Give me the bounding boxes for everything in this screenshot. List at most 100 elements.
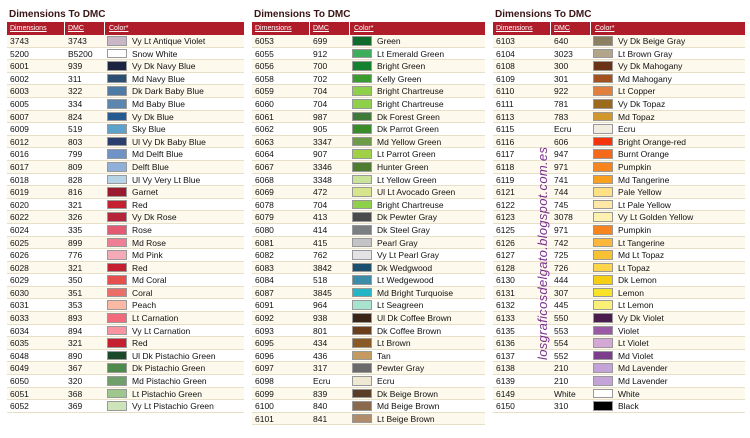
- table-row: 6084 518 Lt Wedgewood: [252, 274, 485, 287]
- color-swatch: [107, 300, 127, 311]
- color-swatch: [107, 187, 127, 197]
- table-row: 6026 776 Md Pink: [7, 249, 244, 262]
- color-name: Lt Carnation: [132, 313, 179, 324]
- dimensions-code: 6121: [496, 187, 515, 198]
- color-name: Vy Dk Topaz: [618, 98, 666, 109]
- dmc-code: 783: [554, 111, 569, 122]
- table-row: 6062 905 Dk Parrot Green: [252, 123, 485, 136]
- table-row: 6060 704 Bright Chartreuse: [252, 97, 485, 111]
- table-row: 6111 781 Vy Dk Topaz: [493, 97, 745, 111]
- color-swatch-cell: [105, 211, 129, 223]
- color-name: Md Yellow Green: [377, 136, 442, 147]
- dmc-code: 890: [68, 350, 83, 361]
- dimensions-code: 6096: [255, 350, 274, 361]
- table-row: 6055 912 Lt Emerald Green: [252, 47, 485, 61]
- table-body: 6053 699 Green 6055 912 Lt Emerald Green 6056 7…: [252, 35, 485, 426]
- color-swatch: [593, 174, 613, 185]
- dimensions-code: 6055: [255, 48, 274, 59]
- dimensions-code: 5200: [10, 48, 29, 59]
- dmc-code: 745: [554, 199, 569, 210]
- dimensions-code: 6104: [496, 48, 515, 59]
- dimensions-code: 6059: [255, 86, 274, 97]
- color-swatch: [107, 287, 127, 298]
- table-row: 6033 893 Lt Carnation: [7, 312, 244, 325]
- color-swatch: [593, 325, 613, 336]
- color-swatch-cell: [105, 237, 129, 249]
- dmc-code: 776: [68, 250, 83, 261]
- table-row: 6127 725 Md Lt Topaz: [493, 249, 745, 262]
- color-swatch: [107, 86, 127, 96]
- color-swatch: [352, 237, 372, 248]
- table-row: 6119 741 Md Tangerine: [493, 173, 745, 187]
- table-body: 3743 3743 Vy Lt Antique Violet 5200 B5200 Sno…: [7, 35, 244, 413]
- dmc-code: 518: [313, 275, 328, 286]
- color-name: Lt Seagreen: [377, 300, 424, 311]
- color-name: Vy Dk Blue: [132, 111, 174, 122]
- table-row: 6138 210 Md Lavender: [493, 362, 745, 376]
- color-swatch-cell: [350, 73, 374, 85]
- table-row: 6095 434 Lt Brown: [252, 337, 485, 350]
- dimensions-code: 6078: [255, 199, 274, 210]
- table-row: 6067 3346 Hunter Green: [252, 160, 485, 174]
- table-row: 6019 816 Garnet: [7, 186, 244, 199]
- header-color: Color*: [109, 25, 129, 32]
- color-swatch-cell: [591, 136, 615, 148]
- dimensions-code: 6130: [496, 275, 515, 286]
- color-swatch: [107, 174, 127, 185]
- dimensions-code: 6018: [10, 174, 29, 185]
- dmc-code: 326: [68, 212, 83, 223]
- dimensions-code: 6083: [255, 262, 274, 273]
- dmc-code: 3346: [313, 161, 332, 172]
- header-dmc: DMC: [310, 22, 350, 35]
- color-swatch: [352, 212, 372, 222]
- dmc-code: 321: [68, 338, 83, 349]
- color-swatch: [593, 401, 613, 411]
- color-swatch: [107, 212, 127, 222]
- color-swatch: [352, 98, 372, 109]
- table-header: Dimensions DMC Color*: [252, 22, 485, 35]
- color-name: Vy Dk Rose: [132, 212, 177, 223]
- dimensions-code: 6001: [10, 61, 29, 72]
- dimensions-code: 6063: [255, 136, 274, 147]
- dmc-code: 799: [68, 149, 83, 160]
- color-name: Kelly Green: [377, 73, 422, 84]
- header-dmc: DMC: [551, 22, 591, 35]
- color-swatch: [593, 98, 613, 109]
- color-swatch-cell: [591, 274, 615, 286]
- color-swatch: [352, 199, 372, 210]
- color-name: Bright Chartreuse: [377, 86, 444, 97]
- dmc-code: 947: [554, 149, 569, 160]
- table-row: 6030 351 Coral: [7, 286, 244, 300]
- dimensions-code: 6132: [496, 300, 515, 311]
- dmc-code: 939: [68, 61, 83, 72]
- color-swatch: [107, 149, 127, 159]
- color-swatch-cell: [350, 35, 374, 47]
- table-row: 6064 907 Lt Parrot Green: [252, 148, 485, 161]
- dimensions-code: 6116: [496, 136, 515, 147]
- dmc-table-2: Dimensions To DMC Dimensions DMC Color* 6053…: [252, 8, 485, 426]
- dimensions-code: 6108: [496, 61, 515, 72]
- dmc-code: 369: [68, 401, 83, 412]
- color-swatch: [107, 136, 127, 147]
- dimensions-code: 6087: [255, 287, 274, 298]
- dmc-code: 742: [554, 237, 569, 248]
- color-name: Md Lavender: [618, 376, 668, 387]
- dmc-code: 3348: [313, 174, 332, 185]
- color-swatch-cell: [105, 186, 129, 198]
- color-swatch-cell: [105, 35, 129, 47]
- dimensions-code: 6127: [496, 250, 515, 261]
- dimensions-code: 6122: [496, 199, 515, 210]
- dmc-code: 350: [68, 275, 83, 286]
- dmc-code: 840: [313, 401, 328, 412]
- dmc-code: 321: [68, 199, 83, 210]
- dimensions-code: 6080: [255, 224, 274, 235]
- dimensions-code: 6138: [496, 363, 515, 374]
- color-swatch: [593, 161, 613, 172]
- dmc-code: Ecru: [313, 376, 331, 387]
- color-swatch: [593, 388, 613, 399]
- dimensions-code: 6139: [496, 376, 515, 387]
- dimensions-code: 6035: [10, 338, 29, 349]
- dmc-code: 444: [554, 275, 569, 286]
- color-swatch-cell: [350, 350, 374, 362]
- table-row: 6018 828 Ul Vy Very Lt Blue: [7, 173, 244, 187]
